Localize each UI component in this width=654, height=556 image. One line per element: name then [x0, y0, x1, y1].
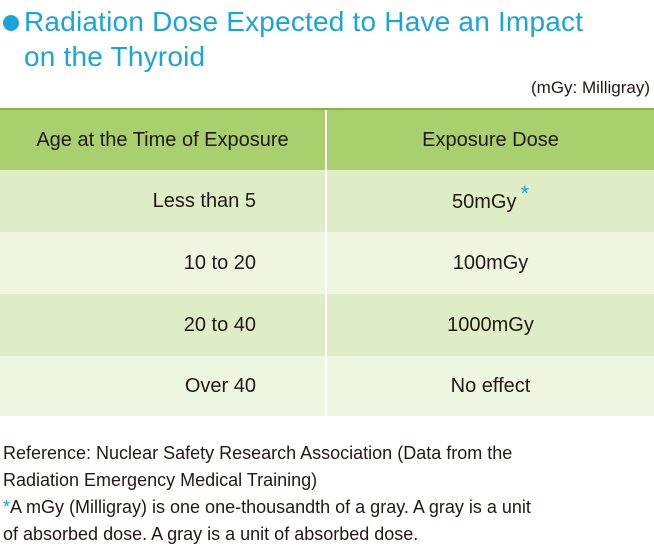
cell-dose: 100mGy	[325, 232, 654, 294]
cell-dose: No effect	[325, 356, 654, 416]
title-line-1: Radiation Dose Expected to Have an Impac…	[24, 6, 584, 37]
cell-age: 20 to 40	[0, 294, 326, 356]
table-row: 20 to 40 1000mGy	[0, 294, 654, 356]
dose-table: Age at the Time of Exposure Exposure Dos…	[0, 108, 654, 416]
cell-dose: 1000mGy	[325, 294, 654, 356]
table-header-row: Age at the Time of Exposure Exposure Dos…	[0, 108, 654, 170]
header-age: Age at the Time of Exposure	[0, 108, 326, 170]
footnote-line-2: of absorbed dose. A gray is a unit of ab…	[3, 524, 419, 544]
cell-dose: 50mGy *	[325, 170, 654, 232]
dose-value: 50mGy	[451, 191, 517, 213]
table-row: Over 40 No effect	[0, 356, 654, 416]
header-dose: Exposure Dose	[325, 108, 654, 170]
cell-age: Less than 5	[0, 170, 326, 232]
table-row: 10 to 20 100mGy	[0, 232, 654, 294]
title-line-2: on the Thyroid	[24, 41, 206, 72]
reference-line-2: Radiation Emergency Medical Training)	[3, 470, 318, 490]
reference-line-1: Reference: Nuclear Safety Research Assoc…	[3, 443, 513, 463]
bullet-dot-icon	[3, 15, 19, 31]
footnote-asterisk: *	[3, 497, 11, 517]
unit-note: (mGy: Milligray)	[531, 78, 650, 97]
footnote-line-1: *A mGy (Milligray) is one one-thousandth…	[3, 494, 653, 521]
footer-notes: Reference: Nuclear Safety Research Assoc…	[3, 440, 653, 548]
title-text: Radiation Dose Expected to Have an Impac…	[24, 4, 654, 74]
cell-age: 10 to 20	[0, 232, 326, 294]
cell-age: Over 40	[0, 356, 326, 416]
table-row: Less than 5 50mGy *	[0, 170, 654, 232]
footnote-text-1: A mGy (Milligray) is one one-thousandth …	[10, 497, 531, 517]
asterisk-marker: *	[520, 181, 530, 206]
